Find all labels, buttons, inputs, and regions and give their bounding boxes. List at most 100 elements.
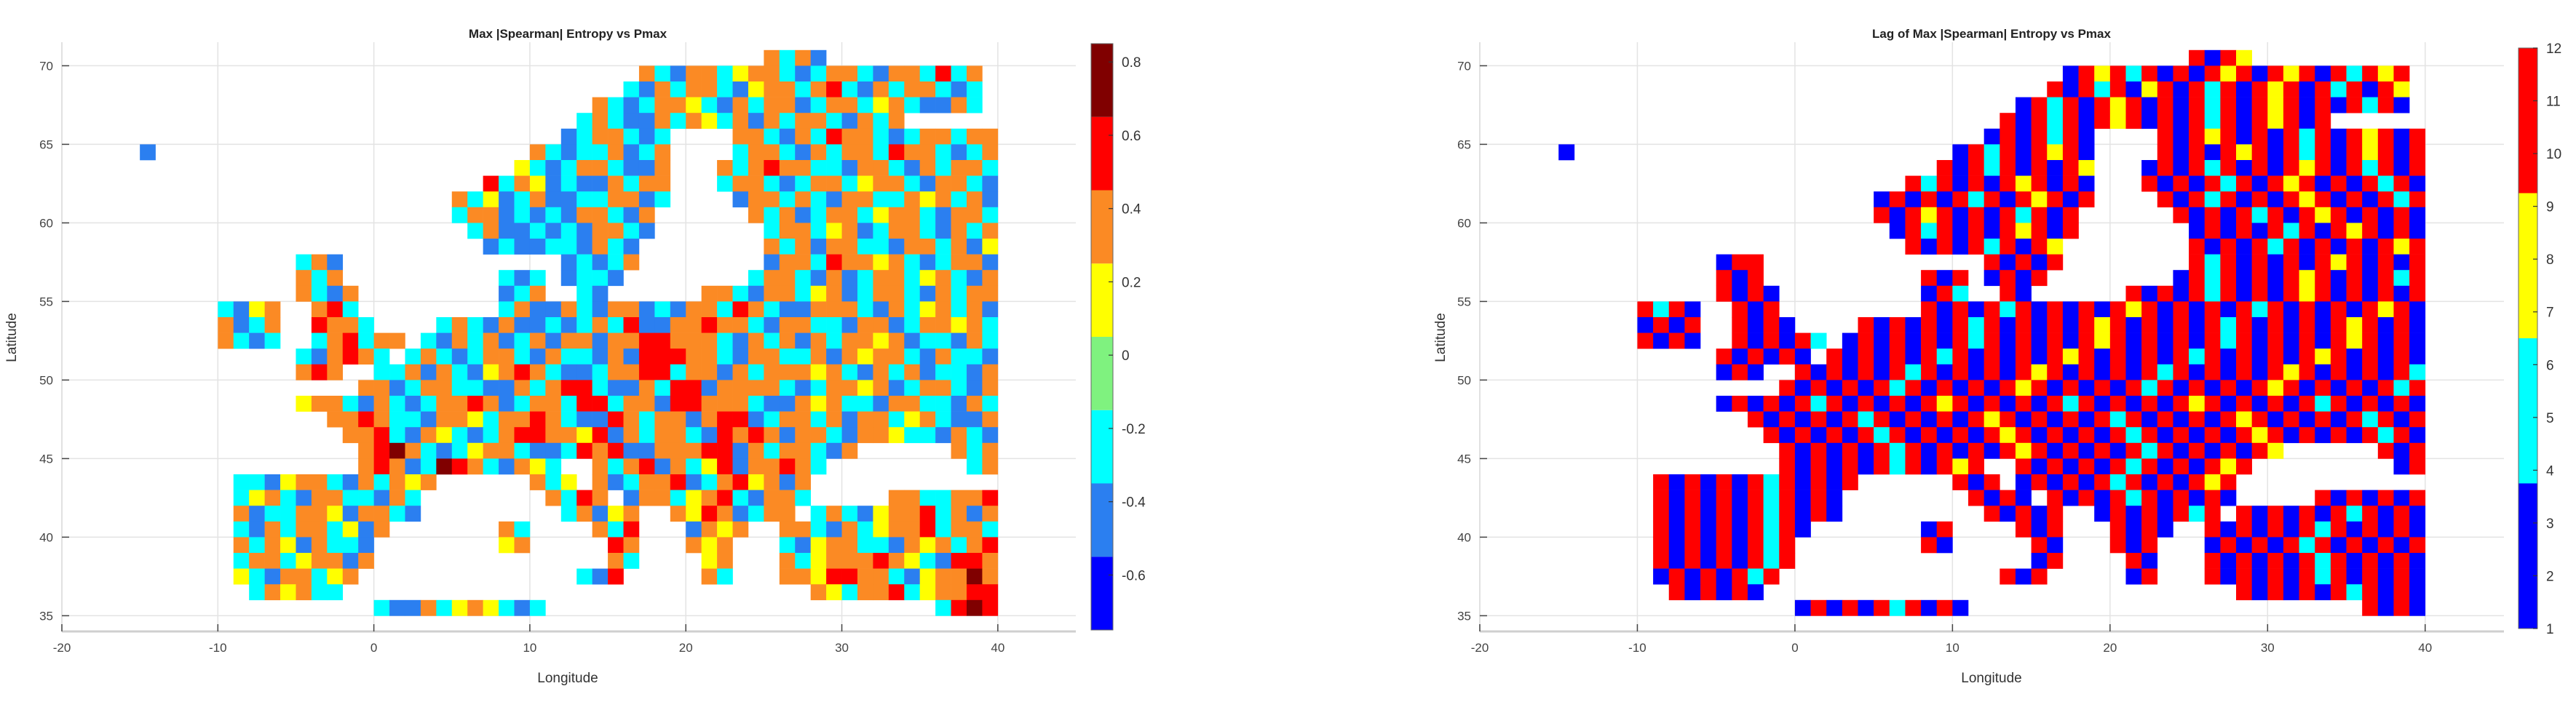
map-cell <box>327 506 344 522</box>
map-cell <box>2125 113 2142 129</box>
map-cell <box>686 332 702 349</box>
map-cell <box>296 490 312 506</box>
map-cell <box>1921 332 1938 349</box>
map-cell <box>2299 364 2315 380</box>
map-cell <box>2094 65 2111 82</box>
map-cell <box>296 474 312 490</box>
map-cell <box>2315 239 2331 255</box>
map-cell <box>1810 332 1827 349</box>
x-tick-label: 20 <box>2103 641 2117 655</box>
map-cell <box>1983 380 2000 396</box>
map-cell <box>1952 411 1969 428</box>
map-cell <box>810 97 827 113</box>
map-cell <box>2267 97 2284 113</box>
map-cell <box>623 254 640 271</box>
map-cell <box>467 442 483 459</box>
map-cell <box>919 97 936 113</box>
map-cell <box>1952 348 1969 365</box>
map-cell <box>2031 474 2048 490</box>
map-cell <box>638 160 655 176</box>
map-cell <box>560 411 577 428</box>
map-cell <box>623 223 640 239</box>
map-cell <box>1700 521 1716 538</box>
map-cell <box>966 348 983 365</box>
map-cell <box>2141 411 2158 428</box>
map-cell <box>2315 97 2331 113</box>
x-tick-label: 10 <box>1946 641 1959 655</box>
map-cell <box>1936 223 1953 239</box>
map-cell <box>2251 113 2268 129</box>
map-cell <box>1794 490 1811 506</box>
map-cell <box>2094 97 2111 113</box>
map-cell <box>2283 285 2299 302</box>
map-cell <box>389 474 405 490</box>
map-cell <box>1968 458 1984 475</box>
map-cell <box>2173 490 2189 506</box>
map-cell <box>826 113 842 129</box>
map-cell <box>826 553 842 569</box>
map-cell <box>638 175 655 192</box>
map-cell <box>2204 490 2221 506</box>
map-cell <box>1747 568 1764 585</box>
map-cell <box>841 568 858 585</box>
map-cell <box>2236 568 2252 585</box>
map-cell <box>1779 427 1796 444</box>
map-cell <box>1921 458 1938 475</box>
map-cell <box>670 442 686 459</box>
map-cell <box>841 332 858 349</box>
map-cell <box>2377 506 2394 522</box>
map-cell <box>483 396 499 412</box>
map-cell <box>2267 411 2284 428</box>
map-cell <box>1952 380 1969 396</box>
map-cell <box>1952 427 1969 444</box>
map-cell <box>795 521 811 538</box>
map-cell <box>514 175 531 192</box>
map-cell <box>1716 396 1732 412</box>
map-cell <box>982 442 999 459</box>
map-cell <box>1889 191 1906 208</box>
map-cell <box>826 175 842 192</box>
map-cell <box>701 537 718 554</box>
map-cell <box>529 427 546 444</box>
map-cell <box>592 317 609 333</box>
map-cell <box>2031 458 2048 475</box>
map-cell <box>1732 506 1748 522</box>
map-cell <box>904 223 920 239</box>
map-cell <box>2377 239 2394 255</box>
map-cell <box>560 506 577 522</box>
colorbar-tick-label: 7 <box>2546 306 2554 321</box>
map-cell <box>2031 254 2048 271</box>
map-cell <box>857 301 873 318</box>
map-cell <box>2141 380 2158 396</box>
map-cell <box>2000 191 2016 208</box>
map-cell <box>1968 380 1984 396</box>
map-cell <box>1653 568 1670 585</box>
map-cell <box>1763 285 1780 302</box>
map-cell <box>638 364 655 380</box>
map-cell <box>2299 285 2315 302</box>
map-cell <box>2078 364 2095 380</box>
map-cell <box>951 285 967 302</box>
map-cell <box>249 537 265 554</box>
map-cell <box>951 65 967 82</box>
map-cell <box>2251 254 2268 271</box>
map-cell <box>841 65 858 82</box>
map-cell <box>2031 301 2048 318</box>
map-cell <box>2267 144 2284 161</box>
map-cell <box>919 254 936 271</box>
map-cell <box>2141 81 2158 97</box>
map-cell <box>2362 411 2379 428</box>
map-cell <box>2220 49 2237 66</box>
map-cell <box>795 207 811 223</box>
map-cell <box>732 128 749 145</box>
map-cell <box>1952 332 1969 349</box>
map-cell <box>1983 474 2000 490</box>
map-cell <box>1716 506 1732 522</box>
map-cell <box>2204 49 2221 66</box>
map-cell <box>2220 113 2237 129</box>
map-cell <box>608 537 624 554</box>
map-cell <box>2031 128 2048 145</box>
map-cell <box>560 490 577 506</box>
map-cell <box>1810 364 1827 380</box>
map-cell <box>467 332 483 349</box>
